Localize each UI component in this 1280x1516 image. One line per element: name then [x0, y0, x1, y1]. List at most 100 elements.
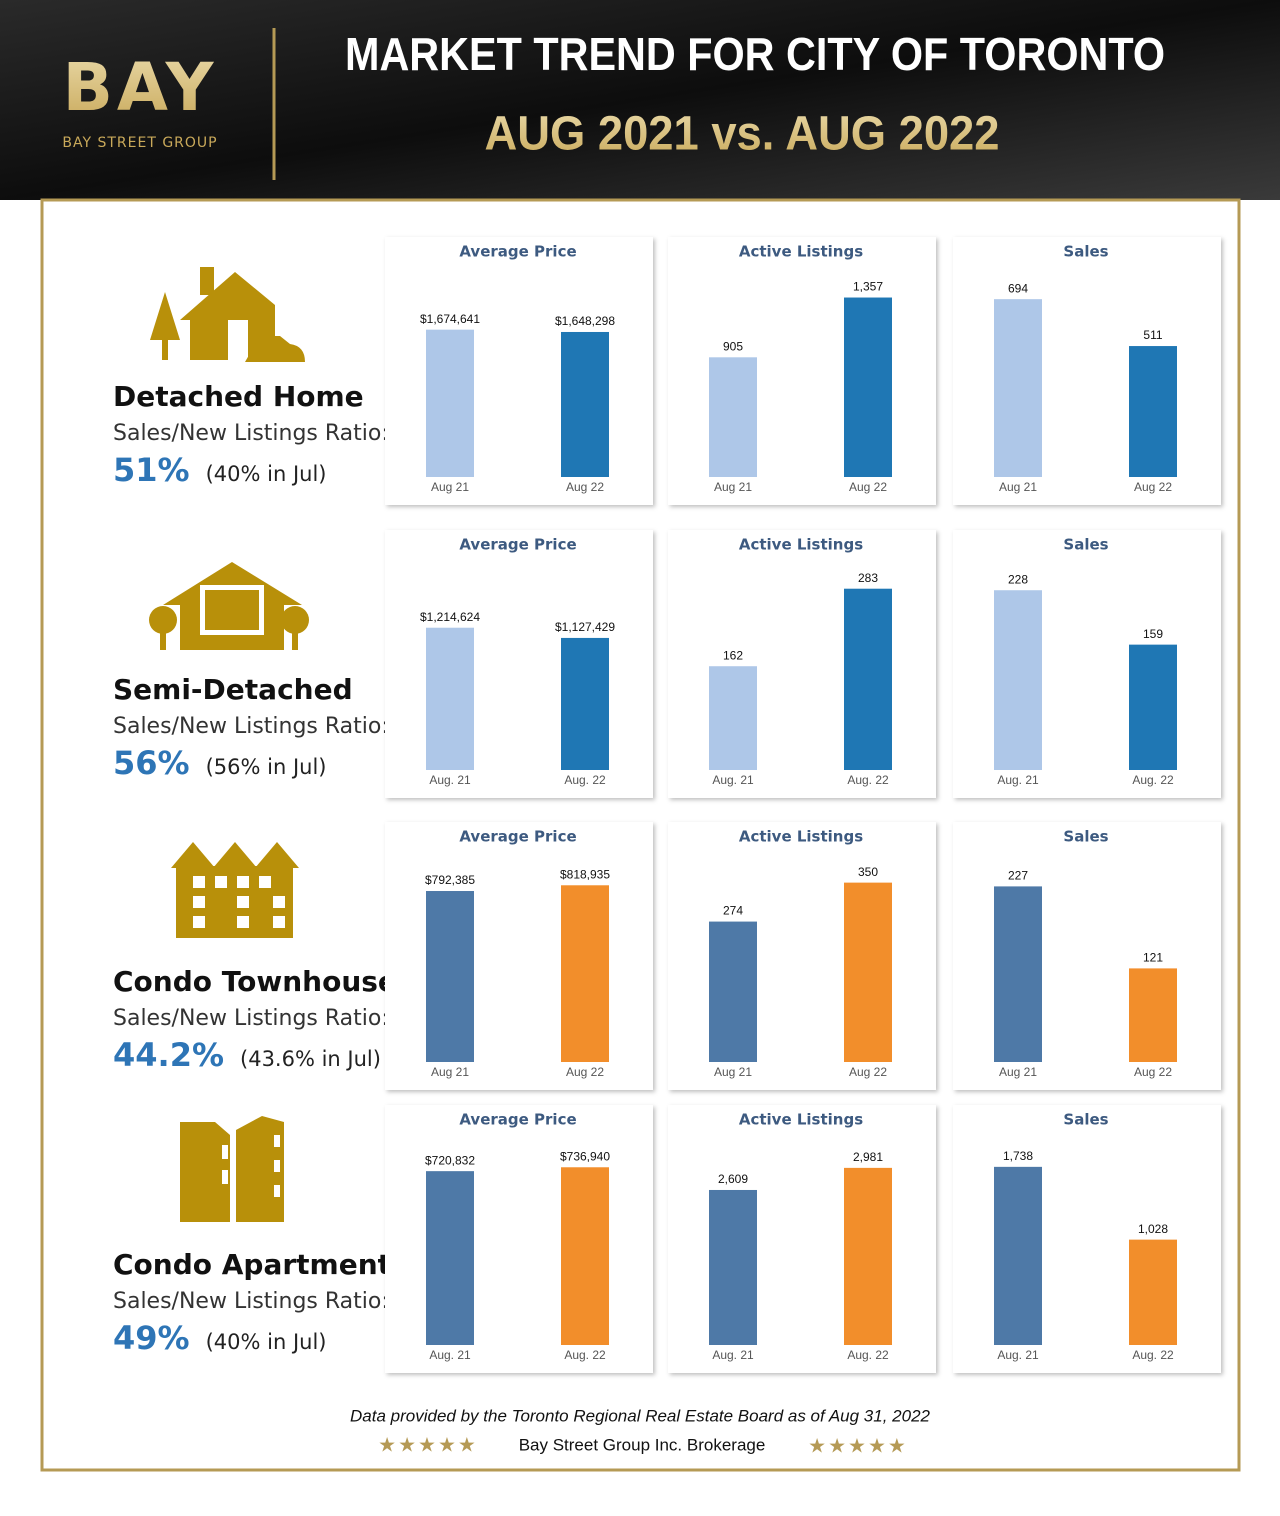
ratio-label: Sales/New Listings Ratio: [113, 421, 389, 446]
apartment-icon [180, 1116, 284, 1222]
value-label: $736,940 [560, 1149, 610, 1163]
bar [426, 1171, 474, 1345]
chart-panel [385, 1105, 653, 1373]
x-tick-label: Aug. 22 [847, 773, 889, 787]
x-tick-label: Aug 21 [431, 1065, 469, 1079]
x-tick-label: Aug 22 [566, 1065, 604, 1079]
x-tick-label: Aug 22 [1134, 480, 1172, 494]
bar [844, 588, 892, 770]
x-tick-label: Aug 21 [714, 480, 752, 494]
x-tick-label: Aug 22 [1134, 1065, 1172, 1079]
bar [994, 886, 1042, 1062]
ratio-previous: (40% in Jul) [206, 462, 327, 486]
ratio: 49% [113, 1319, 190, 1357]
section-name: Semi-Detached [113, 673, 353, 706]
value-label: 274 [723, 904, 743, 918]
bar [844, 297, 892, 477]
chart-panel [385, 822, 653, 1090]
townhouse-icon [171, 842, 299, 938]
section-name: Condo Apartment [113, 1248, 391, 1281]
ratio-previous: (43.6% in Jul) [240, 1047, 381, 1071]
x-tick-label: Aug 21 [431, 480, 469, 494]
bar [426, 891, 474, 1062]
brokerage: Bay Street Group Inc. Brokerage [519, 1435, 766, 1454]
logo-sub: BAY STREET GROUP [62, 135, 217, 151]
bar [1129, 968, 1177, 1062]
stars: ★★★★★ [808, 1434, 908, 1458]
subtitle: AUG 2021 vs. AUG 2022 [485, 108, 1000, 161]
x-tick-label: Aug 21 [999, 1065, 1037, 1079]
frame [40, 198, 1241, 1472]
value-label: $792,385 [425, 873, 475, 887]
x-tick-label: Aug 21 [714, 1065, 752, 1079]
x-tick-label: Aug. 21 [712, 773, 754, 787]
x-tick-label: Aug. 21 [997, 1348, 1039, 1362]
header-bg [0, 0, 1280, 200]
chart-panel [385, 237, 653, 505]
value-label: $818,935 [560, 867, 610, 881]
ratio-previous: (40% in Jul) [206, 1330, 327, 1354]
value-label: 228 [1008, 572, 1028, 586]
chart-title: Sales [1063, 536, 1108, 554]
chart: Sales 227 Aug 21 121 Aug 22 [953, 822, 1221, 1090]
chart-title: Sales [1063, 828, 1108, 846]
chart-panel [953, 1105, 1221, 1373]
value-label: 2,981 [853, 1150, 883, 1164]
bar [709, 357, 757, 477]
ratio-label: Sales/New Listings Ratio: [113, 1006, 389, 1031]
value-label: 1,738 [1003, 1149, 1033, 1163]
bar [1129, 644, 1177, 770]
bar [561, 637, 609, 770]
value-label: 1,357 [853, 280, 883, 294]
value-label: 905 [723, 339, 743, 353]
bar [561, 885, 609, 1062]
bar [994, 590, 1042, 770]
value-label: 1,028 [1138, 1222, 1168, 1236]
value-label: $1,648,298 [555, 314, 615, 328]
bar [426, 329, 474, 477]
chart: Average Price $1,214,624 Aug. 21 $1,127,429… [385, 530, 653, 798]
chart: Average Price $792,385 Aug 21 $818,935 Aug 2… [385, 822, 653, 1090]
chart: Sales 1,738 Aug. 21 1,028 Aug. 22 [953, 1105, 1221, 1373]
ratio-previous: (56% in Jul) [206, 755, 327, 779]
chart: Sales 228 Aug. 21 159 Aug. 22 [953, 530, 1221, 798]
bar [844, 882, 892, 1062]
ratio-label: Sales/New Listings Ratio: [113, 1289, 389, 1314]
chart: Active Listings 274 Aug 21 350 Aug 22 [668, 822, 936, 1090]
value-label: $1,214,624 [420, 610, 480, 624]
value-label: 511 [1143, 328, 1162, 342]
value-label: 350 [858, 865, 878, 879]
bar [709, 921, 757, 1062]
value-label: 159 [1143, 627, 1163, 641]
chart-panel [953, 822, 1221, 1090]
bar [561, 331, 609, 477]
x-tick-label: Aug. 22 [564, 1348, 606, 1362]
section-name: Detached Home [113, 380, 364, 413]
bar [1129, 1239, 1177, 1345]
x-tick-label: Aug 22 [849, 480, 887, 494]
bar [994, 1166, 1042, 1345]
value-label: $1,674,641 [420, 312, 480, 326]
chart-panel [668, 530, 936, 798]
value-label: 2,609 [718, 1172, 748, 1186]
value-label: 121 [1143, 951, 1163, 965]
bar [426, 627, 474, 770]
value-label: $720,832 [425, 1153, 475, 1167]
chart: Active Listings 162 Aug. 21 283 Aug. 22 [668, 530, 936, 798]
x-tick-label: Aug 22 [849, 1065, 887, 1079]
chart-panel [953, 237, 1221, 505]
chart: Active Listings 905 Aug 21 1,357 Aug 22 [668, 237, 936, 505]
chart: Average Price $720,832 Aug. 21 $736,940 Aug.… [385, 1105, 653, 1373]
chart-panel [385, 530, 653, 798]
value-label: $1,127,429 [555, 620, 615, 634]
chart-panel [668, 1105, 936, 1373]
x-tick-label: Aug. 22 [1132, 1348, 1174, 1362]
value-label: 283 [858, 571, 878, 585]
chart-title: Active Listings [739, 243, 863, 261]
house-icon [150, 267, 305, 362]
chart-title: Average Price [459, 828, 576, 846]
x-tick-label: Aug. 21 [997, 773, 1039, 787]
ratio: 51% [113, 451, 190, 489]
